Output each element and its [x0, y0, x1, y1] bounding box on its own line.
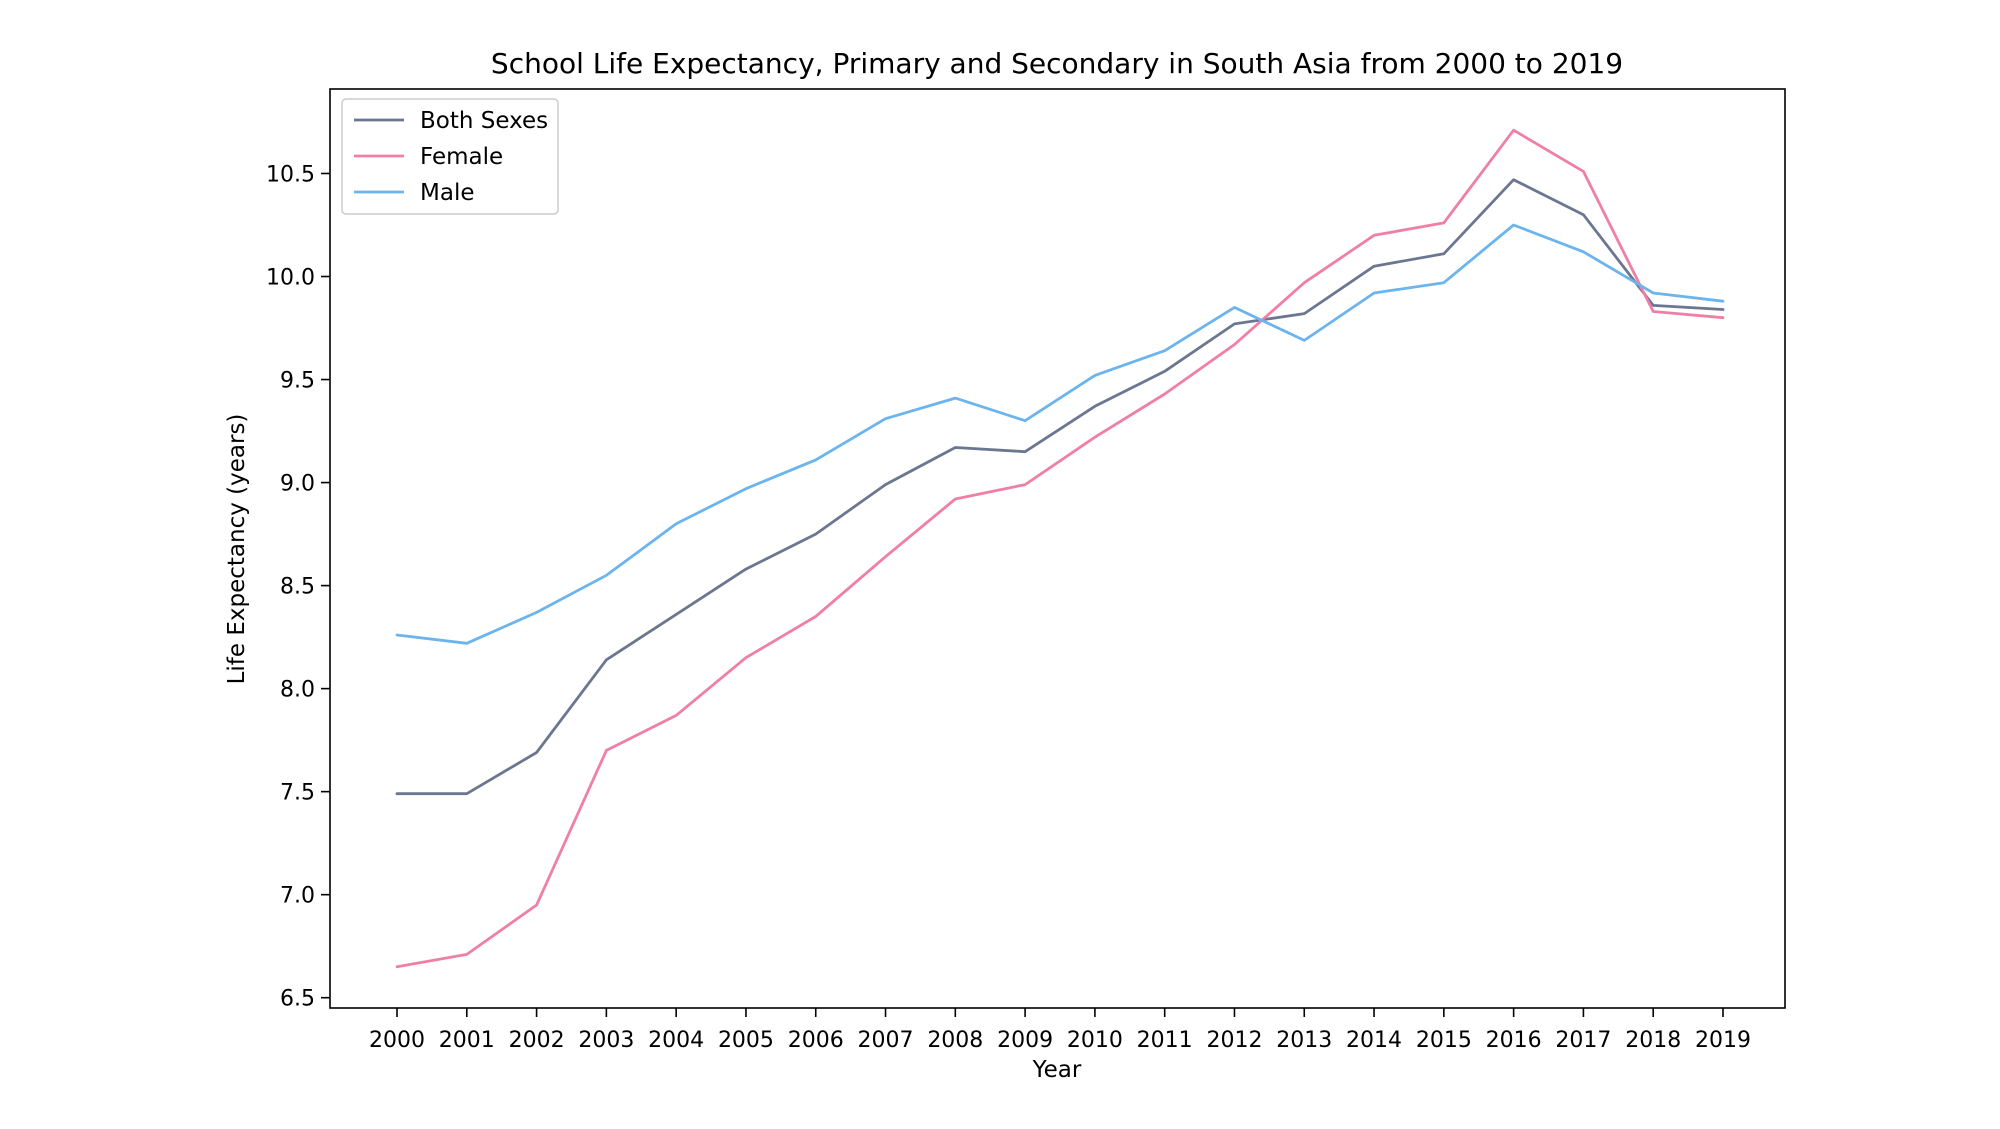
legend: Both Sexes Female Male [341, 98, 559, 215]
x-tick-label: 2017 [1555, 1028, 1611, 1053]
x-tick-label: 2006 [788, 1028, 844, 1053]
x-tick-label: 2003 [578, 1028, 634, 1053]
legend-label: Female [420, 144, 503, 170]
series-line-female [395, 128, 1725, 969]
x-tick-label: 2012 [1206, 1028, 1262, 1053]
y-axis-label: Life Expectancy (years) [224, 414, 250, 685]
legend-box [341, 98, 559, 215]
x-axis: 2000 2001 2002 2003 2004 2005 2006 2007 2008 2009… [369, 1008, 1751, 1053]
x-tick-label: 2001 [439, 1028, 495, 1053]
x-tick-label: 2010 [1067, 1028, 1123, 1053]
x-axis-label: Year [1032, 1057, 1082, 1083]
legend-label: Male [420, 180, 474, 206]
y-tick-label: 10.0 [266, 266, 315, 291]
y-tick-label: 7.5 [280, 781, 315, 806]
x-tick-label: 2004 [648, 1028, 704, 1053]
y-tick-label: 9.0 [280, 472, 315, 497]
series-line-both-sexes [395, 178, 1725, 796]
x-tick-label: 2002 [509, 1028, 565, 1053]
series-line-male [395, 223, 1725, 645]
x-tick-label: 2013 [1276, 1028, 1332, 1053]
x-tick-label: 2014 [1346, 1028, 1402, 1053]
x-tick-label: 2009 [997, 1028, 1053, 1053]
x-tick-label: 2019 [1695, 1028, 1751, 1053]
x-tick-label: 2015 [1416, 1028, 1472, 1053]
y-tick-label: 7.0 [280, 884, 315, 909]
chart-title: School Life Expectancy, Primary and Seco… [491, 47, 1623, 80]
y-axis: 6.5 7.0 7.5 8.0 8.5 9.0 9.5 10.0 10.5 [266, 162, 330, 1012]
plot-frame [329, 88, 1786, 1009]
series-layer [395, 128, 1725, 969]
x-tick-label: 2018 [1625, 1028, 1681, 1053]
y-tick-label: 8.5 [280, 575, 315, 600]
y-tick-label: 6.5 [280, 987, 315, 1012]
x-tick-label: 2005 [718, 1028, 774, 1053]
legend-label: Both Sexes [420, 108, 548, 134]
x-tick-label: 2011 [1137, 1028, 1193, 1053]
y-tick-label: 9.5 [280, 369, 315, 394]
x-tick-label: 2016 [1486, 1028, 1542, 1053]
x-tick-label: 2008 [927, 1028, 983, 1053]
y-tick-label: 10.5 [266, 162, 315, 187]
y-tick-label: 8.0 [280, 678, 315, 703]
x-tick-label: 2000 [369, 1028, 425, 1053]
x-tick-label: 2007 [858, 1028, 914, 1053]
